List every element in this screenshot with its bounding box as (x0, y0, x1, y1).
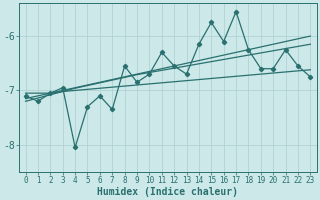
X-axis label: Humidex (Indice chaleur): Humidex (Indice chaleur) (98, 186, 238, 197)
